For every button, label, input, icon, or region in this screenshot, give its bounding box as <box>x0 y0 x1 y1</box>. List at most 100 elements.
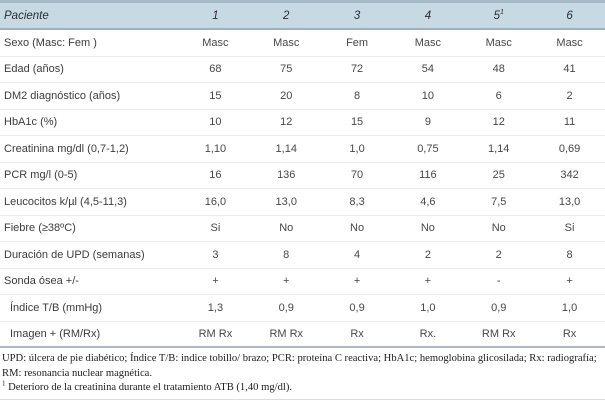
footnote-marker: 1 <box>499 8 504 16</box>
cell-value: 2 <box>424 248 431 261</box>
row-label: Edad (años) <box>4 63 64 76</box>
cell-value: Rx <box>350 327 364 340</box>
patient-column-header: 51 <box>493 8 504 22</box>
cell-value: 1,0 <box>349 142 365 155</box>
patient-column-header: 2 <box>283 9 290 22</box>
cell-value: RM Rx <box>481 327 516 340</box>
cell-value: 48 <box>492 63 505 76</box>
cell-value: 1,0 <box>561 301 578 314</box>
cell-value: 8 <box>283 248 290 261</box>
row-label: Duración de UPD (semanas) <box>4 248 145 261</box>
cell-value: 11 <box>563 116 576 129</box>
cell-value: 342 <box>560 169 579 182</box>
cell-value: 136 <box>277 169 296 182</box>
cell-value: 16 <box>209 169 222 182</box>
table-row: Sexo (Masc: Fem ) Masc Masc Fem Masc Masc Masc <box>0 30 605 57</box>
cell-value: - <box>496 275 501 288</box>
cell-value: 0,69 <box>558 142 581 155</box>
cell-value: 0,75 <box>417 142 439 155</box>
cell-value: 1,10 <box>204 142 227 155</box>
cell-value: 15 <box>350 116 364 129</box>
cell-value: 0,9 <box>491 301 507 314</box>
row-label: Sonda ósea +/- <box>4 275 79 288</box>
cell-value: 75 <box>280 63 293 76</box>
cell-value: 0,9 <box>278 301 294 314</box>
row-label: Sexo (Masc: Fem ) <box>4 36 97 49</box>
cell-value: + <box>212 275 219 288</box>
cell-value: + <box>283 275 290 288</box>
cell-value: 0,9 <box>349 301 365 314</box>
cell-value: + <box>353 275 361 288</box>
cell-value: Masc <box>485 36 512 49</box>
row-label: HbA1c (%) <box>4 116 58 129</box>
cell-value: 8,3 <box>349 195 365 208</box>
footnote-marker: 1 <box>2 379 6 388</box>
cell-value: 41 <box>563 63 576 76</box>
cell-value: 13,0 <box>275 195 297 208</box>
cell-value: 12 <box>492 116 505 129</box>
cell-value: 10 <box>421 89 435 102</box>
cell-value: 6 <box>495 89 502 102</box>
row-label: PCR mg/l (0-5) <box>4 169 78 182</box>
table-header-row: Paciente 1 2 3 4 51 6 <box>0 0 605 30</box>
table-row: PCR mg/l (0-5) 16 136 70 116 25 342 <box>0 163 605 189</box>
cell-value: 1,3 <box>207 301 224 314</box>
table-footnotes: UPD: úlcera de pie diabético; Índice T/B… <box>0 348 605 400</box>
row-label: Creatinina mg/dl (0,7-1,2) <box>4 142 129 155</box>
cell-value: + <box>566 275 573 288</box>
cell-value: 9 <box>424 116 431 129</box>
cell-value: 3 <box>212 248 219 261</box>
cell-value: + <box>424 275 432 288</box>
cell-value: 4 <box>354 248 361 261</box>
table-row: Duración de UPD (semanas) 3 8 4 2 2 8 <box>0 242 605 269</box>
table-row: Fiebre (≥38ºC) Si No No No No Si <box>0 216 605 242</box>
cell-value: 16,0 <box>204 195 227 208</box>
table-row: HbA1c (%) 10 12 15 9 12 11 <box>0 110 605 136</box>
table-row: Índice T/B (mmHg) 1,3 0,9 0,9 1,0 0,9 1,0 <box>0 295 605 322</box>
table-body: Sexo (Masc: Fem ) Masc Masc Fem Masc Masc Masc… <box>0 30 605 348</box>
cell-value: 1,14 <box>488 142 510 155</box>
cell-value: 1,14 <box>275 142 297 155</box>
cell-value: 72 <box>350 63 364 76</box>
patient-column-header: 6 <box>566 9 573 22</box>
cell-value: 10 <box>209 116 222 129</box>
row-label: Fiebre (≥38ºC) <box>4 222 76 235</box>
cell-value: 54 <box>421 63 435 76</box>
footnote-line: 1 Deterioro de la creatinina durante el … <box>2 379 293 394</box>
cell-value: 1,0 <box>420 301 436 314</box>
patient-column-header: 3 <box>353 9 361 22</box>
table-row: Imagen + (RM/Rx) RM Rx RM Rx Rx Rx. RM Rx Rx <box>0 322 605 348</box>
cell-value: 116 <box>419 169 437 182</box>
cell-value: Si <box>210 222 221 235</box>
cell-value: 25 <box>492 169 505 182</box>
cell-value: Rx <box>562 327 577 340</box>
cell-value: 70 <box>350 169 364 182</box>
cell-value: 13,0 <box>558 195 581 208</box>
table-row: Creatinina mg/dl (0,7-1,2) 1,10 1,14 1,0 0,7… <box>0 136 605 163</box>
cell-value: Fem <box>346 36 369 49</box>
patient-column-header: 4 <box>424 9 432 22</box>
cell-value: 68 <box>209 63 222 76</box>
table-row: Sonda ósea +/- + + + + - + <box>0 269 605 295</box>
cell-value: 8 <box>354 89 361 102</box>
table-row: Leucocitos k/µl (4,5-11,3) 16,0 13,0 8,3 4,6… <box>0 189 605 216</box>
cell-value: 2 <box>566 89 573 102</box>
cell-value: 15 <box>209 89 222 102</box>
patient-column-header: 1 <box>212 9 219 22</box>
cell-value: No <box>491 222 506 235</box>
cell-value: No <box>279 222 294 235</box>
cell-value: No <box>420 222 435 235</box>
cell-value: No <box>350 222 365 235</box>
cell-value: 7,5 <box>491 195 507 208</box>
cell-value: Masc <box>414 36 442 49</box>
cell-value: RM Rx <box>198 327 233 340</box>
cell-value: Masc <box>202 36 229 49</box>
cell-value: Si <box>564 222 575 235</box>
row-label: Índice T/B (mmHg) <box>10 301 103 314</box>
cell-value: 8 <box>566 248 573 261</box>
cell-value: 4,6 <box>420 195 436 208</box>
cell-value: Masc <box>273 36 300 49</box>
cell-value: 12 <box>280 116 293 129</box>
row-label: DM2 diagnóstico (años) <box>4 89 121 102</box>
